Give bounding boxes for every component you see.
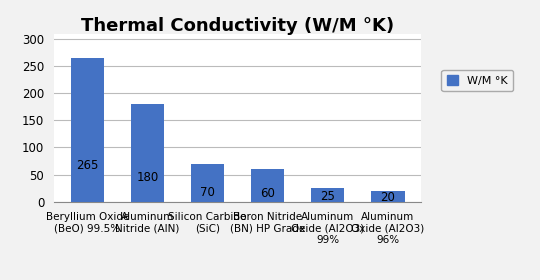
Text: 20: 20 (381, 191, 395, 204)
Bar (372, 191, 404, 202)
Text: 25: 25 (320, 190, 335, 203)
Text: 70: 70 (200, 186, 215, 199)
Text: 60: 60 (260, 187, 275, 200)
Text: Thermal Conductivity (W/M °K): Thermal Conductivity (W/M °K) (81, 17, 394, 35)
Text: 265: 265 (76, 159, 98, 172)
Bar (71, 58, 104, 202)
Bar (251, 169, 284, 202)
Bar (191, 164, 224, 202)
Bar (131, 104, 164, 202)
Bar (311, 188, 345, 202)
Legend: W/M °K: W/M °K (441, 70, 513, 91)
Text: 180: 180 (136, 171, 159, 184)
